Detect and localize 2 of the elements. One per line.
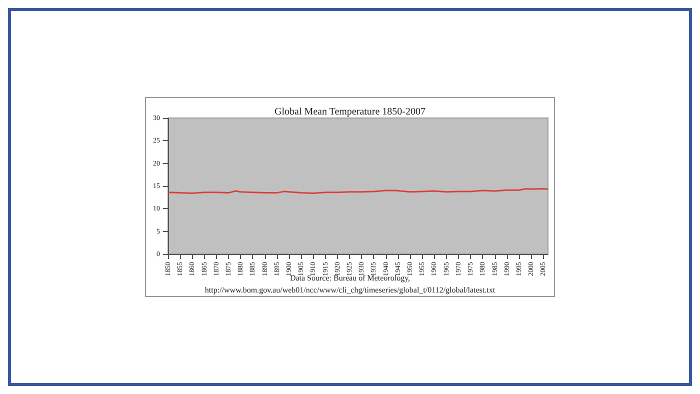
text: http://www.bom.gov.au/web01/ncc/www/cli_chg/timeseries/global_t/0112/global/latest.txt bbox=[204, 286, 496, 294]
chart-title: Global Mean Temperature 1850-2007 bbox=[274, 106, 426, 118]
